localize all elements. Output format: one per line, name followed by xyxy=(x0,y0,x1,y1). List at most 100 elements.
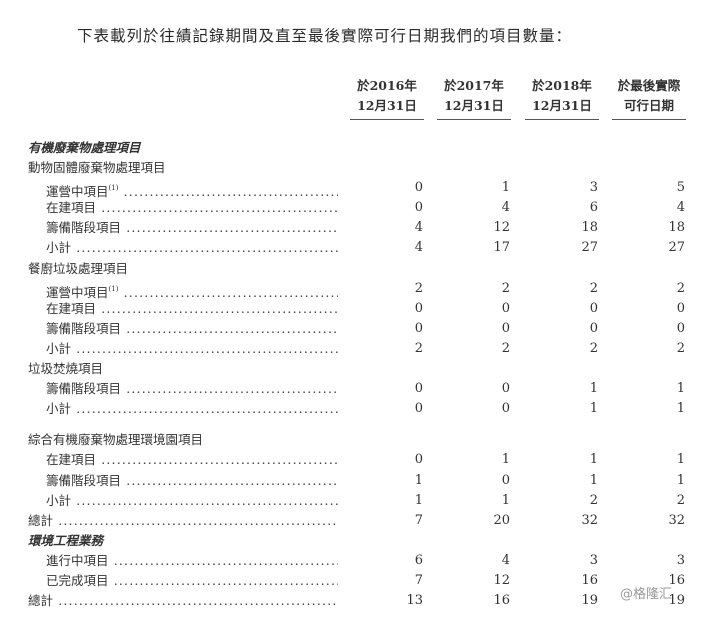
group-heading: 綜合有機廢棄物處理環境園項目 xyxy=(0,430,726,450)
cell-value: 1 xyxy=(501,492,510,508)
row-label-text: 總計 xyxy=(28,593,54,609)
cell-value: 6 xyxy=(589,200,598,216)
group-heading: 動物固體廢棄物處理項目 xyxy=(0,158,726,178)
cell-value: 27 xyxy=(668,240,685,256)
cell-value: 0 xyxy=(589,320,598,336)
row-label-text: 總計 xyxy=(28,512,54,528)
row-label-text: 已完成項目 xyxy=(46,572,109,588)
row-label-text: 小計 xyxy=(46,492,72,508)
cell-value: 12 xyxy=(493,220,510,236)
table-row: 在建項目 0 0 0 0 xyxy=(0,299,726,319)
table-row: 運營中項目(1) 0 1 3 5 xyxy=(0,178,726,199)
row-label: 運營中項目(1) xyxy=(46,178,338,202)
column-header-2017: 於2017年 12月31日 xyxy=(437,76,511,120)
cell-value: 17 xyxy=(493,240,510,256)
section-heading: 有機廢棄物處理項目 xyxy=(0,138,726,158)
row-label: 運營中項目(1) xyxy=(46,279,338,303)
cell-value: 18 xyxy=(581,220,598,236)
column-header-line1: 於2016年 xyxy=(357,78,417,93)
row-label-text: 餐廚垃圾處理項目 xyxy=(28,260,129,276)
cell-value: 0 xyxy=(414,320,423,336)
footnote-marker: (1) xyxy=(108,284,119,293)
cell-value: 0 xyxy=(414,381,423,397)
cell-value: 1 xyxy=(589,401,598,417)
row-label: 在建項目 xyxy=(46,198,338,218)
table-row: 籌備階段項目 0 0 0 0 xyxy=(0,319,726,339)
row-label: 籌備階段項目 xyxy=(46,379,338,399)
cell-value: 0 xyxy=(676,300,685,316)
cell-value: 4 xyxy=(501,552,510,568)
cell-value: 7 xyxy=(414,512,423,528)
column-header-2016: 於2016年 12月31日 xyxy=(350,76,424,120)
cell-value: 20 xyxy=(493,512,510,528)
cell-value: 0 xyxy=(501,401,510,417)
cell-value: 2 xyxy=(589,280,598,296)
row-label-text: 進行中項目 xyxy=(46,552,109,568)
group-heading: 垃圾焚燒項目 xyxy=(0,359,726,379)
column-header-line2: 12月31日 xyxy=(357,98,417,113)
cell-value: 1 xyxy=(501,180,510,196)
table-row: 小計 0 0 1 1 xyxy=(0,399,726,419)
row-label: 籌備階段項目 xyxy=(46,218,338,238)
row-label-text: 在建項目 xyxy=(46,200,97,216)
table-row: 籌備階段項目 0 0 1 1 xyxy=(0,379,726,399)
cell-value: 1 xyxy=(676,452,685,468)
cell-value: 0 xyxy=(501,300,510,316)
cell-value: 3 xyxy=(589,552,598,568)
row-label-text: 籌備階段項目 xyxy=(46,381,122,397)
cell-value: 2 xyxy=(676,340,685,356)
row-label: 環境工程業務 xyxy=(28,531,338,551)
cell-value: 16 xyxy=(493,593,510,609)
row-label-text: 小計 xyxy=(46,340,72,356)
cell-value: 1 xyxy=(676,381,685,397)
table-row: 小計 4 17 27 27 xyxy=(0,238,726,258)
cell-value: 16 xyxy=(581,572,598,588)
cell-value: 1 xyxy=(414,492,423,508)
column-header-latest: 於最後實際 可行日期 xyxy=(612,76,686,120)
cell-value: 19 xyxy=(668,593,685,609)
row-label: 總計 xyxy=(28,511,338,531)
total-row: 總計 7 20 32 32 xyxy=(0,511,726,531)
row-label-text: 動物固體廢棄物處理項目 xyxy=(28,160,166,176)
row-label-text: 有機廢棄物處理項目 xyxy=(28,140,141,155)
cell-value: 7 xyxy=(414,572,423,588)
table-row: 已完成項目 7 12 16 16 xyxy=(0,571,726,591)
cell-value: 0 xyxy=(414,180,423,196)
row-label: 餐廚垃圾處理項目 xyxy=(28,259,338,279)
cell-value: 2 xyxy=(589,340,598,356)
cell-value: 2 xyxy=(676,280,685,296)
row-label-text: 在建項目 xyxy=(46,300,97,316)
cell-value: 0 xyxy=(676,320,685,336)
row-label: 綜合有機廢棄物處理環境園項目 xyxy=(28,430,338,450)
table-row: 小計 2 2 2 2 xyxy=(0,339,726,359)
cell-value: 4 xyxy=(414,220,423,236)
cell-value: 13 xyxy=(406,593,423,609)
cell-value: 4 xyxy=(676,200,685,216)
cell-value: 5 xyxy=(676,180,685,196)
row-label-text: 在建項目 xyxy=(46,452,97,468)
row-label: 在建項目 xyxy=(46,299,338,319)
intro-text: 下表載列於往績記錄期間及直至最後實際可行日期我們的項目數量： xyxy=(77,27,573,45)
project-table: 有機廢棄物處理項目動物固體廢棄物處理項目運營中項目(1)0135在建項目0464… xyxy=(0,138,726,611)
cell-value: 0 xyxy=(501,381,510,397)
cell-value: 0 xyxy=(589,300,598,316)
cell-value: 4 xyxy=(501,200,510,216)
cell-value: 3 xyxy=(676,552,685,568)
cell-value: 4 xyxy=(414,240,423,256)
group-heading: 餐廚垃圾處理項目 xyxy=(0,259,726,279)
row-label-text: 小計 xyxy=(46,240,72,256)
row-label: 小計 xyxy=(46,339,338,359)
row-label: 小計 xyxy=(46,399,338,419)
row-label: 在建項目 xyxy=(46,450,338,470)
table-row: 小計 1 1 2 2 xyxy=(0,491,726,511)
cell-value: 27 xyxy=(581,240,598,256)
row-label: 總計 xyxy=(28,591,338,611)
table-row: 籌備階段項目 1 0 1 1 xyxy=(0,471,726,491)
column-header-line2: 12月31日 xyxy=(532,98,592,113)
cell-value: 2 xyxy=(589,492,598,508)
column-header-line1: 於2018年 xyxy=(532,78,592,93)
row-label: 籌備階段項目 xyxy=(46,471,338,491)
section-heading: 環境工程業務 xyxy=(0,531,726,551)
row-label-text: 垃圾焚燒項目 xyxy=(28,361,104,377)
table-row: 籌備階段項目 4 12 18 18 xyxy=(0,218,726,238)
